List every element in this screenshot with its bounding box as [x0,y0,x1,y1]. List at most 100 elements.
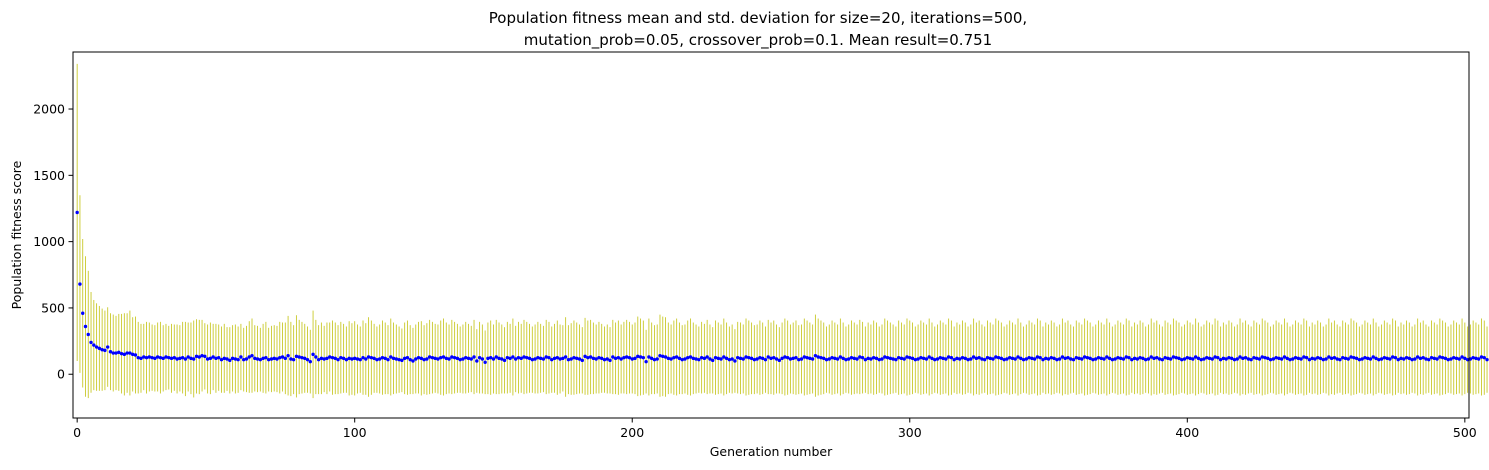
mean-point [1271,357,1276,361]
mean-point [1052,356,1056,361]
mean-point [483,360,487,365]
mean-point [258,357,263,362]
mean-point [1371,355,1375,359]
mean-point [1296,356,1301,361]
mean-point [638,355,643,359]
mean-point [205,357,210,361]
mean-point [955,356,959,361]
mean-point [588,355,593,359]
mean-point [597,355,601,360]
mean-point [339,355,343,360]
mean-point [608,358,612,363]
mean-point [247,355,251,359]
mean-point [772,355,776,360]
mean-point [1257,357,1262,361]
mean-point [705,355,709,359]
mean-point [1413,357,1417,361]
mean-point [1479,355,1484,359]
mean-point [927,355,931,359]
mean-point [852,356,856,361]
mean-point [1363,355,1367,360]
mean-point [1468,357,1473,361]
mean-point [1454,356,1459,361]
mean-point [1379,357,1384,361]
mean-point [336,357,340,362]
mean-point [200,353,204,358]
mean-point [580,358,584,363]
mean-point [835,357,840,361]
mean-point [1152,356,1156,361]
mean-point [422,357,426,362]
mean-point [708,357,712,361]
mean-point [766,355,770,359]
x-axis-label: Generation number [710,444,833,459]
mean-point [94,345,99,349]
mean-point [322,357,326,361]
mean-point [791,356,795,361]
mean-point [838,355,843,359]
mean-point [1105,355,1109,359]
mean-point [430,355,435,360]
mean-point [938,355,942,360]
y-tick-label: 0 [57,367,65,382]
chart-title-line-1: Population fitness mean and std. deviati… [489,9,1027,27]
mean-point [1185,355,1190,360]
mean-point [464,355,468,360]
mean-point [1182,357,1187,361]
mean-point [641,355,646,360]
mean-point [960,355,965,360]
mean-point [1302,355,1306,359]
mean-point [905,355,909,359]
mean-point [416,355,421,360]
mean-point [611,355,615,359]
mean-point [941,356,945,361]
mean-point [111,351,115,355]
mean-point [780,356,784,361]
mean-point [666,356,671,361]
mean-point [1038,355,1042,360]
mean-point [1452,355,1456,360]
mean-point [458,357,462,362]
mean-point [1110,357,1115,362]
mean-point [763,357,768,362]
mean-point [1443,356,1448,361]
mean-point [536,355,540,360]
mean-point [519,356,523,361]
mean-point [624,355,629,359]
mean-point [988,356,992,361]
mean-point [799,357,804,361]
mean-point [253,356,257,361]
mean-point [916,357,920,361]
mean-point [819,355,823,360]
mean-point [475,359,479,363]
mean-point [1241,356,1245,361]
mean-point [672,355,676,360]
mean-point [991,357,995,361]
mean-point [316,357,321,362]
mean-point [1218,357,1223,362]
mean-point [161,356,165,361]
mean-point [128,351,132,355]
mean-point [1377,357,1381,362]
mean-point [1435,357,1439,361]
mean-point [1135,357,1140,361]
mean-point [983,357,987,362]
mean-point [583,354,587,359]
mean-point [1465,357,1470,362]
mean-point [1357,357,1362,362]
mean-point [1180,357,1184,362]
mean-point [497,356,501,361]
mean-point [860,355,865,360]
mean-point [400,358,404,363]
mean-point [369,355,374,360]
mean-point [466,356,471,361]
mean-point [150,355,154,360]
mean-point [1013,357,1017,361]
mean-point [1449,357,1453,361]
x-tick-label: 100 [343,425,367,440]
mean-point [1291,357,1295,361]
mean-point [1032,357,1037,361]
mean-point [97,346,102,351]
y-axis-ticks: 0 500 1000 1500 2000 [33,102,73,382]
mean-point [1324,357,1328,361]
